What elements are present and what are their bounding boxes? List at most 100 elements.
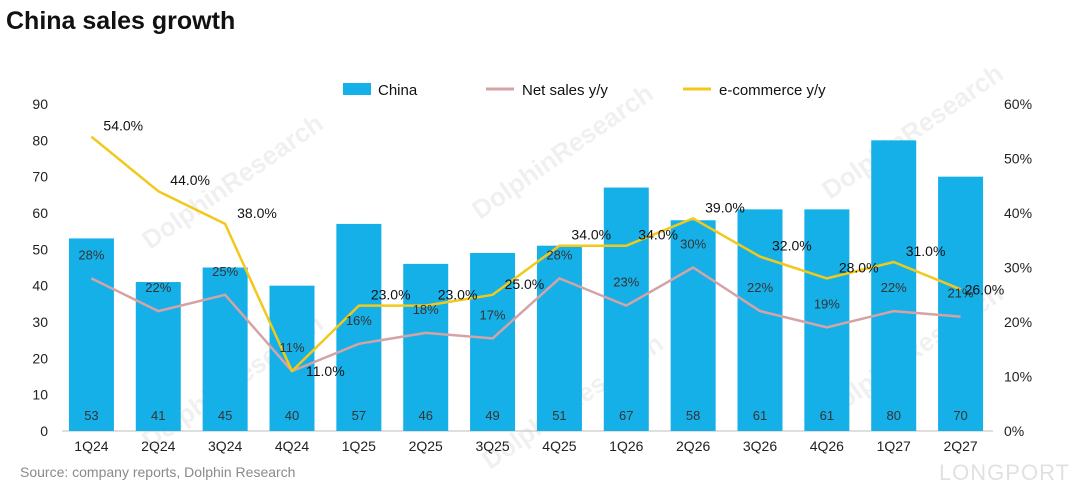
brand-watermark: LONGPORT xyxy=(939,460,1070,485)
bar-value-label: 45 xyxy=(218,408,232,423)
bar-value-label: 67 xyxy=(619,408,633,423)
left-tick-label: 70 xyxy=(32,169,48,185)
ecommerce-label: 34.0% xyxy=(571,227,611,243)
net-sales-label: 22% xyxy=(747,280,773,295)
left-tick-label: 30 xyxy=(32,314,48,330)
left-tick-label: 60 xyxy=(32,205,48,221)
bar-series-china: 53 41 45 40 57 46 49 51 67 58 61 61 80 70 xyxy=(68,140,984,432)
bar-value-label: 58 xyxy=(686,408,700,423)
bar-value-label: 51 xyxy=(552,408,566,423)
right-tick-label: 50% xyxy=(1004,151,1032,167)
bar-4Q25 xyxy=(536,245,582,431)
legend-label-china: China xyxy=(378,82,418,99)
bar-2Q26 xyxy=(670,220,716,431)
net-sales-label: 23% xyxy=(613,275,639,290)
net-sales-label: 22% xyxy=(881,280,907,295)
bar-3Q26 xyxy=(737,209,783,431)
right-tick-label: 20% xyxy=(1004,314,1032,330)
ecommerce-label: 34.0% xyxy=(638,227,678,243)
net-sales-label: 25% xyxy=(212,264,238,279)
ecommerce-label: 54.0% xyxy=(103,118,143,134)
net-sales-label: 28% xyxy=(546,247,572,262)
bar-value-label: 40 xyxy=(285,408,299,423)
bar-value-label: 57 xyxy=(352,408,366,423)
x-tick-label: 2Q24 xyxy=(141,438,175,454)
x-tick-label: 4Q25 xyxy=(542,438,576,454)
net-sales-label: 16% xyxy=(346,313,372,328)
watermark-text-1: DolphinResearch xyxy=(136,108,328,255)
left-tick-label: 20 xyxy=(32,350,48,366)
bar-value-label: 41 xyxy=(151,408,165,423)
ecommerce-label: 26.0% xyxy=(965,281,1005,297)
net-sales-line xyxy=(90,266,961,373)
x-tick-label: 1Q27 xyxy=(877,438,911,454)
bar-value-label: 46 xyxy=(418,408,432,423)
x-tick-label: 1Q25 xyxy=(342,438,376,454)
right-tick-label: 60% xyxy=(1004,96,1032,112)
bar-value-label: 70 xyxy=(953,408,967,423)
right-tick-label: 0% xyxy=(1004,423,1024,439)
chart-title: China sales growth xyxy=(6,7,235,35)
left-tick-label: 10 xyxy=(32,387,48,403)
x-tick-label: 3Q25 xyxy=(475,438,509,454)
ecommerce-label: 28.0% xyxy=(839,259,879,275)
bar-1Q26 xyxy=(603,187,649,431)
x-tick-label: 2Q26 xyxy=(676,438,710,454)
net-sales-label: 28% xyxy=(78,247,104,262)
legend-swatch-china xyxy=(343,83,371,95)
ecommerce-label: 23.0% xyxy=(438,287,478,303)
bar-3Q24 xyxy=(202,267,248,431)
net-sales-label: 19% xyxy=(814,296,840,311)
bar-value-label: 61 xyxy=(820,408,834,423)
bar-value-label: 61 xyxy=(753,408,767,423)
net-sales-label: 18% xyxy=(413,302,439,317)
left-tick-label: 90 xyxy=(32,96,48,112)
bar-value-label: 80 xyxy=(886,408,900,423)
left-y-axis: 0 10 20 30 40 50 60 70 80 90 xyxy=(32,96,48,439)
line-series: 28%22%25%11%16%18% 17%28%23%30%22%19%22% 2… xyxy=(78,118,1004,379)
right-tick-label: 40% xyxy=(1004,205,1032,221)
x-tick-label: 3Q24 xyxy=(208,438,242,454)
ecommerce-label: 23.0% xyxy=(371,287,411,303)
bar-2Q25 xyxy=(403,263,449,431)
left-tick-label: 40 xyxy=(32,278,48,294)
bar-4Q24 xyxy=(269,285,315,431)
net-sales-label: 30% xyxy=(680,237,706,252)
bar-value-label: 53 xyxy=(84,408,98,423)
legend-label-net-sales: Net sales y/y xyxy=(522,82,608,99)
right-y-axis: 0% 10% 20% 30% 40% 50% 60% xyxy=(1004,96,1032,439)
bar-4Q26 xyxy=(804,209,850,431)
x-tick-label: 1Q24 xyxy=(74,438,108,454)
legend: China Net sales y/y e-commerce y/y xyxy=(343,82,826,99)
bar-value-label: 49 xyxy=(485,408,499,423)
x-tick-label: 4Q26 xyxy=(810,438,844,454)
ecommerce-label: 25.0% xyxy=(505,276,545,292)
net-sales-label: 22% xyxy=(145,280,171,295)
right-tick-label: 10% xyxy=(1004,369,1032,385)
bar-1Q24 xyxy=(68,238,114,431)
x-tick-label: 2Q27 xyxy=(943,438,977,454)
ecommerce-label: 31.0% xyxy=(906,243,946,259)
x-tick-label: 2Q25 xyxy=(409,438,443,454)
left-tick-label: 50 xyxy=(32,241,48,257)
x-tick-label: 1Q26 xyxy=(609,438,643,454)
bar-1Q25 xyxy=(336,223,382,431)
ecommerce-label: 11.0% xyxy=(306,363,345,379)
ecommerce-line xyxy=(90,135,962,373)
ecommerce-label: 32.0% xyxy=(772,238,812,254)
net-sales-label: 17% xyxy=(480,307,506,322)
net-sales-label: 21% xyxy=(948,286,974,301)
source-note: Source: company reports, Dolphin Researc… xyxy=(20,464,295,480)
ecommerce-label: 44.0% xyxy=(170,172,210,188)
legend-label-ecommerce: e-commerce y/y xyxy=(719,82,826,99)
bar-2Q27 xyxy=(938,176,984,431)
ecommerce-label: 39.0% xyxy=(705,199,745,215)
left-tick-label: 80 xyxy=(32,132,48,148)
x-axis: 1Q24 2Q24 3Q24 4Q24 1Q25 2Q25 3Q25 4Q25 1Q26 2Q26… xyxy=(74,438,978,454)
ecommerce-label: 38.0% xyxy=(237,205,277,221)
net-sales-label: 11% xyxy=(279,340,304,355)
x-tick-label: 4Q24 xyxy=(275,438,309,454)
left-tick-label: 0 xyxy=(40,423,48,439)
x-tick-label: 3Q26 xyxy=(743,438,777,454)
